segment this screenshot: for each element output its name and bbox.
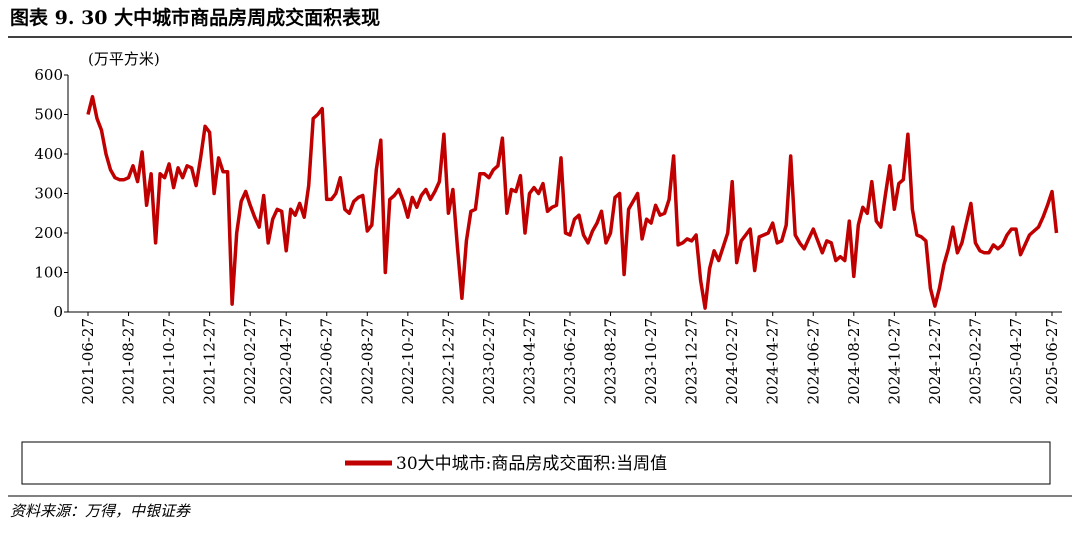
x-tick-label: 2024-08-27 (845, 318, 863, 404)
x-tick-label: 2023-12-27 (683, 318, 701, 404)
x-tick-label: 2022-10-27 (399, 318, 417, 404)
x-tick-label: 2025-04-27 (1007, 318, 1025, 404)
x-tick-label: 2021-08-27 (120, 318, 138, 404)
y-tick-label: 100 (34, 264, 63, 282)
y-tick-label: 400 (34, 145, 63, 163)
x-tick-label: 2025-02-27 (966, 318, 984, 404)
x-tick-label: 2023-02-27 (480, 318, 498, 404)
x-tick-label: 2023-08-27 (602, 318, 620, 404)
x-tick-label: 2023-10-27 (642, 318, 660, 404)
x-tick-label: 2022-06-27 (318, 318, 336, 404)
x-tick-label: 2022-08-27 (358, 318, 376, 404)
x-tick-label: 2021-06-27 (79, 318, 97, 404)
x-tick-label: 2021-12-27 (201, 318, 219, 404)
source-note: 资料来源：万得，中银证券 (10, 502, 191, 520)
y-tick-label: 200 (34, 224, 63, 242)
y-tick-label: 0 (53, 303, 63, 321)
x-tick-label: 2023-04-27 (520, 318, 538, 404)
x-tick-label: 2024-06-27 (804, 318, 822, 404)
x-tick-label: 2022-12-27 (439, 318, 457, 404)
legend-label: 30大中城市:商品房成交面积:当周值 (396, 454, 667, 474)
x-tick-label: 2024-04-27 (764, 318, 782, 404)
legend-box (21, 441, 1051, 485)
data-line (86, 94, 1059, 310)
x-tick-label: 2022-04-27 (277, 318, 295, 404)
x-tick-label: 2022-02-27 (241, 318, 259, 404)
chart-title: 图表 9. 30 大中城市商品房周成交面积表现 (10, 6, 380, 29)
x-tick-label: 2025-06-27 (1043, 318, 1061, 404)
y-axis-label: (万平方米) (88, 50, 160, 68)
x-tick-label: 2024-10-27 (885, 318, 903, 404)
x-tick-label: 2023-06-27 (561, 318, 579, 404)
x-tick-label: 2024-12-27 (926, 318, 944, 404)
y-tick-label: 300 (34, 185, 63, 203)
y-tick-label: 500 (34, 106, 63, 124)
y-tick-label: 600 (34, 66, 63, 84)
x-tick-label: 2021-10-27 (160, 318, 178, 404)
x-tick-label: 2024-02-27 (723, 318, 741, 404)
